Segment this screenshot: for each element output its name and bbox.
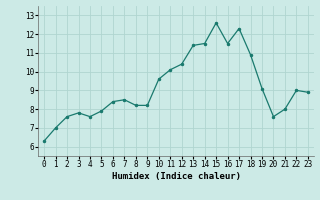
X-axis label: Humidex (Indice chaleur): Humidex (Indice chaleur): [111, 172, 241, 181]
